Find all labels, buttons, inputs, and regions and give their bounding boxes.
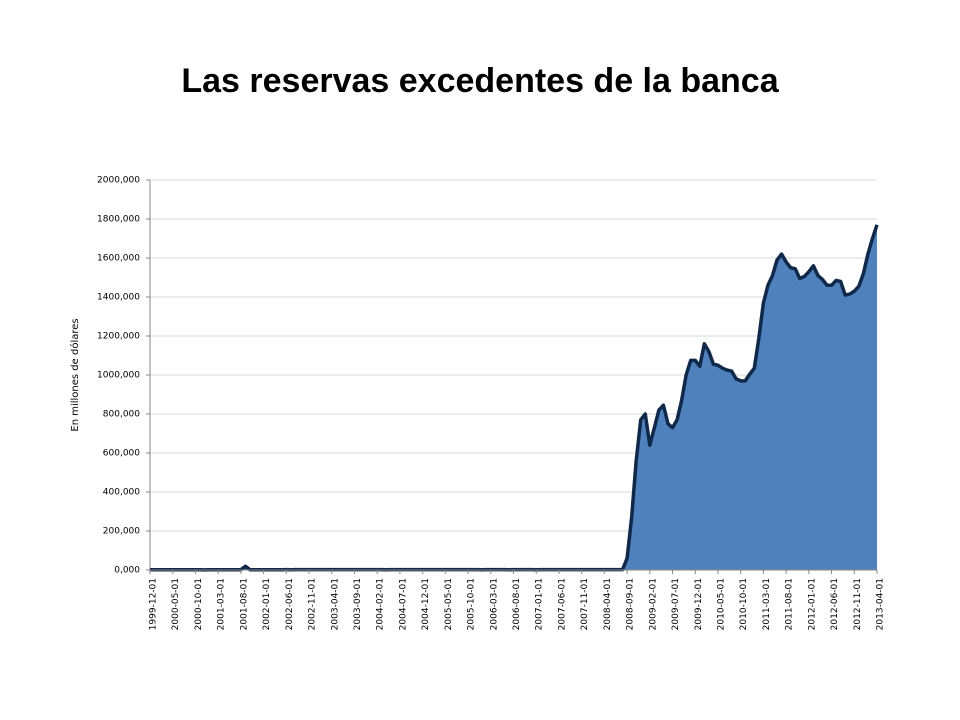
x-tick-label: 2010-10-01 bbox=[739, 578, 749, 630]
x-tick-label: 2011-03-01 bbox=[762, 578, 772, 630]
x-tick-label: 2011-08-01 bbox=[785, 578, 795, 630]
y-tick-label: 1600,000 bbox=[97, 254, 140, 264]
x-tick-label: 2013-04-01 bbox=[876, 578, 886, 630]
x-tick-label: 2007-11-01 bbox=[580, 578, 590, 630]
x-tick-label: 1999-12-01 bbox=[149, 578, 159, 630]
y-tick-label: 1400,000 bbox=[97, 293, 140, 303]
y-tick-label: 0,000 bbox=[114, 566, 140, 576]
x-tick-label: 2001-08-01 bbox=[239, 578, 249, 630]
x-tick-label: 2000-10-01 bbox=[194, 578, 204, 630]
x-tick-label: 2009-07-01 bbox=[671, 578, 681, 630]
x-tick-label: 2002-01-01 bbox=[262, 578, 272, 630]
x-tick-label: 2004-02-01 bbox=[376, 578, 386, 630]
x-tick-label: 2007-06-01 bbox=[557, 578, 567, 630]
x-tick-label: 2008-09-01 bbox=[626, 578, 636, 630]
y-axis-title: En millones de dólares bbox=[69, 318, 81, 431]
x-tick-label: 2012-11-01 bbox=[853, 578, 863, 630]
x-tick-label: 2006-03-01 bbox=[489, 578, 499, 630]
y-tick-label: 400,000 bbox=[103, 488, 140, 498]
y-tick-label: 1000,000 bbox=[97, 371, 140, 381]
x-tick-label: 2012-06-01 bbox=[830, 578, 840, 630]
x-tick-label: 2005-10-01 bbox=[467, 578, 477, 630]
y-tick-label: 200,000 bbox=[103, 527, 140, 537]
x-tick-label: 2005-05-01 bbox=[444, 578, 454, 630]
x-tick-label: 2007-01-01 bbox=[535, 578, 545, 630]
x-tick-label: 2009-12-01 bbox=[694, 578, 704, 630]
y-tick-label: 1200,000 bbox=[97, 332, 140, 342]
x-tick-label: 2006-08-01 bbox=[512, 578, 522, 630]
x-tick-label: 2008-04-01 bbox=[603, 578, 613, 630]
y-tick-label: 600,000 bbox=[103, 449, 140, 459]
y-tick-label: 2000,000 bbox=[97, 176, 140, 186]
x-tick-label: 2002-11-01 bbox=[308, 578, 318, 630]
x-tick-label: 2012-01-01 bbox=[807, 578, 817, 630]
area bbox=[150, 224, 877, 570]
x-tick-label: 2003-04-01 bbox=[330, 578, 340, 630]
x-tick-label: 2001-03-01 bbox=[217, 578, 227, 630]
x-tick-label: 2003-09-01 bbox=[353, 578, 363, 630]
x-tick-label: 2000-05-01 bbox=[171, 578, 181, 630]
x-tick-label: 2010-05-01 bbox=[716, 578, 726, 630]
x-tick-label: 2004-07-01 bbox=[398, 578, 408, 630]
x-tick-label: 2004-12-01 bbox=[421, 578, 431, 630]
x-tick-label: 2002-06-01 bbox=[285, 578, 295, 630]
chart-title: Las reservas excedentes de la banca bbox=[181, 62, 779, 100]
y-tick-label: 800,000 bbox=[103, 410, 140, 420]
y-tick-label: 1800,000 bbox=[97, 215, 140, 225]
x-tick-label: 2009-02-01 bbox=[648, 578, 658, 630]
